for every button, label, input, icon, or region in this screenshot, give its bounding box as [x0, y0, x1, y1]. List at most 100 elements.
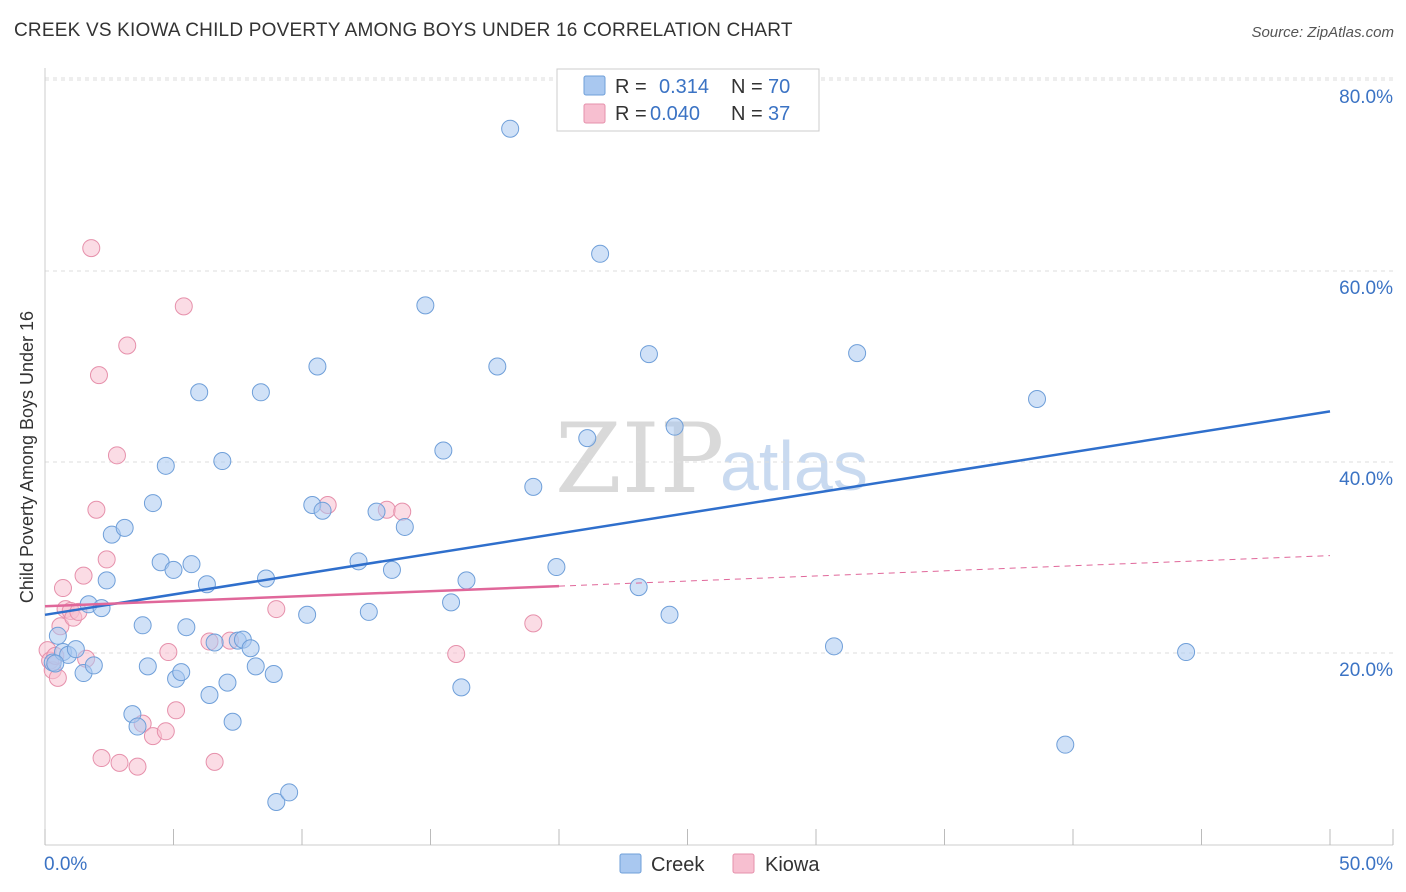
creek-point — [416, 296, 435, 315]
creek-point — [457, 571, 476, 590]
kiowa-point — [107, 446, 126, 465]
kiowa-point — [267, 600, 286, 619]
watermark-zip: ZIP — [555, 403, 724, 515]
creek-point — [133, 616, 152, 635]
legend-creek-n-value: 70 — [768, 76, 790, 98]
y-axis-label: Child Poverty Among Boys Under 16 — [17, 311, 37, 603]
creek-point — [115, 518, 134, 537]
creek-point — [280, 783, 299, 802]
creek-point — [313, 501, 332, 520]
kiowa-point — [205, 752, 224, 771]
legend-kiowa-n-value: 37 — [768, 103, 790, 125]
creek-point — [84, 656, 103, 675]
kiowa-point — [53, 579, 72, 598]
creek-point — [488, 357, 507, 376]
source-credit: Source: ZipAtlas.com — [1251, 24, 1394, 41]
creek-point — [66, 640, 85, 659]
creek-point — [308, 357, 327, 376]
kiowa-trend-line-dashed — [558, 555, 1331, 587]
kiowa-point — [110, 753, 129, 772]
y-tick-label: 40.0% — [1339, 469, 1393, 490]
y-tick-label: 80.0% — [1339, 87, 1393, 108]
creek-point — [367, 502, 386, 521]
bottom-legend-kiowa-label: Kiowa — [765, 854, 820, 876]
y-tick-label: 60.0% — [1339, 278, 1393, 299]
legend-creek-r-value: 0.314 — [659, 76, 709, 98]
bottom-legend-kiowa-swatch — [732, 853, 755, 874]
creek-point — [128, 717, 147, 736]
bottom-legend-creek-label: Creek — [651, 854, 705, 876]
legend-kiowa-r-value: 0.040 — [650, 103, 700, 125]
legend-kiowa-n-label: N = — [731, 103, 763, 125]
kiowa-point — [118, 336, 137, 355]
creek-point — [164, 560, 183, 579]
kiowa-point — [167, 701, 186, 720]
creek-point — [177, 618, 196, 637]
kiowa-point — [97, 550, 116, 569]
creek-point — [359, 602, 378, 621]
kiowa-point — [82, 239, 101, 258]
creek-point — [591, 244, 610, 263]
creek-point — [92, 599, 111, 618]
x-axis-ticks — [44, 829, 1394, 845]
creek-point — [213, 452, 232, 471]
x-tick-label-max: 50.0% — [1339, 854, 1393, 875]
kiowa-point — [393, 502, 412, 521]
watermark-atlas: atlas — [720, 427, 868, 505]
kiowa-point — [156, 722, 175, 741]
creek-point — [223, 712, 242, 731]
y-axis-tick-labels: 20.0% 40.0% 60.0% 80.0% — [1339, 87, 1393, 681]
creek-point — [547, 558, 566, 577]
chart-title: CREEK VS KIOWA CHILD POVERTY AMONG BOYS … — [14, 20, 793, 41]
creek-point — [241, 639, 260, 658]
creek-point — [501, 119, 520, 138]
creek-point — [190, 383, 209, 402]
creek-point — [143, 494, 162, 513]
kiowa-point — [92, 749, 111, 768]
creek-point — [251, 383, 270, 402]
trend-lines — [44, 410, 1331, 617]
creek-point — [97, 571, 116, 590]
kiowa-point — [89, 366, 108, 385]
bottom-legend-creek-swatch — [619, 853, 642, 874]
kiowa-point — [159, 643, 178, 662]
creek-point — [205, 633, 224, 652]
creek-point — [218, 673, 237, 692]
legend-creek-r-label: R = — [615, 76, 647, 98]
kiowa-point — [447, 644, 466, 663]
creek-point — [264, 665, 283, 684]
kiowa-point — [74, 566, 93, 585]
creek-point — [524, 477, 543, 496]
creek-point — [267, 792, 286, 811]
y-tick-label: 20.0% — [1339, 660, 1393, 681]
creek-point — [182, 555, 201, 574]
legend-kiowa-swatch — [583, 103, 606, 124]
creek-series — [43, 119, 1196, 811]
kiowa-trend-line — [44, 584, 560, 608]
x-tick-label-min: 0.0% — [44, 854, 87, 875]
creek-point — [824, 637, 843, 656]
kiowa-point — [128, 757, 147, 776]
creek-point — [172, 663, 191, 682]
gridlines — [45, 77, 1393, 654]
creek-point — [46, 654, 65, 673]
creek-point — [200, 686, 219, 705]
creek-point — [246, 657, 265, 676]
creek-point — [138, 657, 157, 676]
kiowa-point — [87, 500, 106, 519]
creek-point — [48, 626, 67, 645]
legend-creek-swatch — [583, 75, 606, 96]
creek-point — [1056, 735, 1075, 754]
creek-point — [298, 605, 317, 624]
correlation-legend: R = 0.314 N = 70 R = 0.040 N = 37 — [556, 68, 820, 132]
creek-point — [578, 429, 597, 448]
creek-point — [395, 517, 414, 536]
kiowa-point — [524, 614, 543, 633]
creek-point — [382, 560, 401, 579]
kiowa-point — [174, 297, 193, 316]
watermark: ZIP atlas — [555, 403, 868, 515]
creek-point — [1028, 389, 1047, 408]
legend-kiowa-r-label: R = — [615, 103, 647, 125]
legend-creek-n-label: N = — [731, 76, 763, 98]
